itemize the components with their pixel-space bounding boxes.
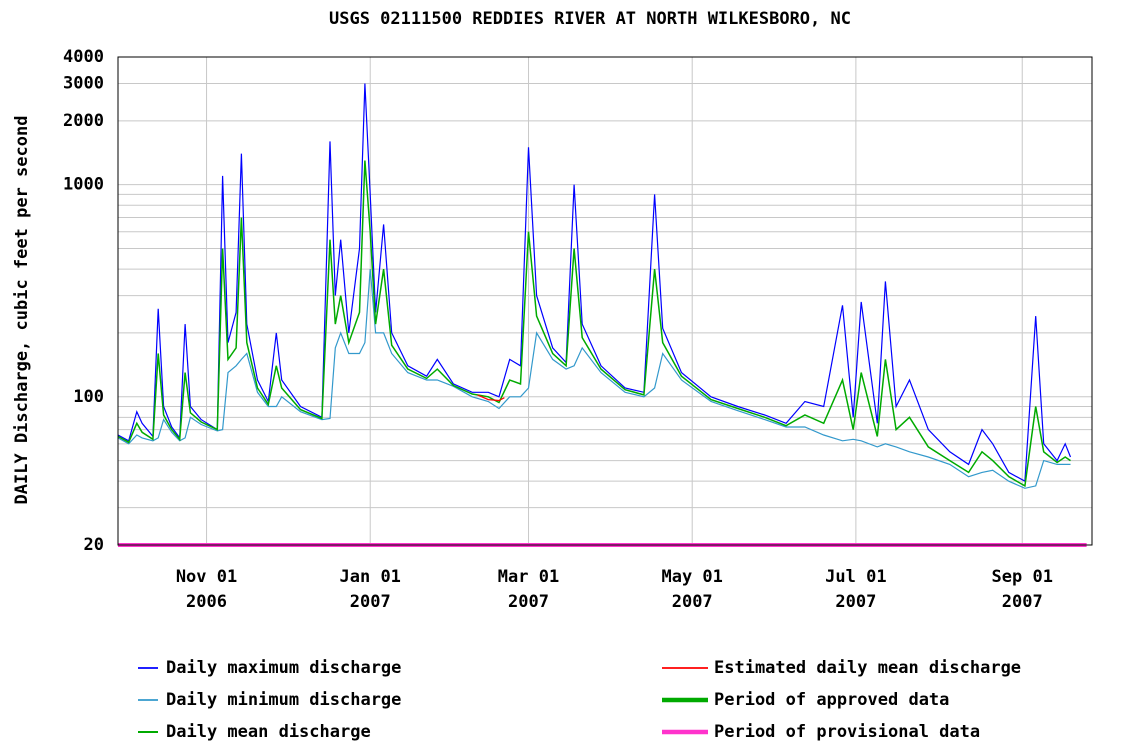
- x-tick-label: Jan 01 2007: [339, 567, 401, 612]
- x-tick-label: Sep 01 2007: [991, 567, 1053, 612]
- plot-frame: [117, 56, 1093, 546]
- series-line: [477, 394, 505, 402]
- x-tick-label: May 01 2007: [661, 567, 723, 612]
- x-tick-label: Jul 01 2007: [825, 567, 887, 612]
- legend-label: Daily mean discharge: [166, 722, 371, 742]
- y-tick-label: 3000: [63, 73, 104, 93]
- x-tick-label: Nov 01 2006: [175, 567, 238, 612]
- y-tick-label: 4000: [63, 47, 104, 67]
- y-tick-label: 1000: [63, 175, 104, 195]
- series-line: [117, 269, 1071, 489]
- y-tick-label: 20: [84, 535, 104, 555]
- series-line: [117, 160, 1071, 488]
- legend-label: Period of provisional data: [714, 722, 980, 742]
- chart-title: USGS 02111500 REDDIES RIVER AT NORTH WIL…: [329, 9, 851, 29]
- y-tick-label: 2000: [63, 111, 104, 131]
- series-line: [117, 83, 1072, 483]
- legend-label: Period of approved data: [714, 690, 949, 710]
- x-tick-label: Mar 01 2007: [497, 567, 560, 612]
- legend-label: Estimated daily mean discharge: [714, 658, 1021, 678]
- legend-label: Daily minimum discharge: [166, 690, 401, 710]
- y-tick-label: 100: [73, 387, 104, 407]
- y-axis-label: DAILY Discharge, cubic feet per second: [12, 116, 32, 505]
- legend-label: Daily maximum discharge: [166, 658, 401, 678]
